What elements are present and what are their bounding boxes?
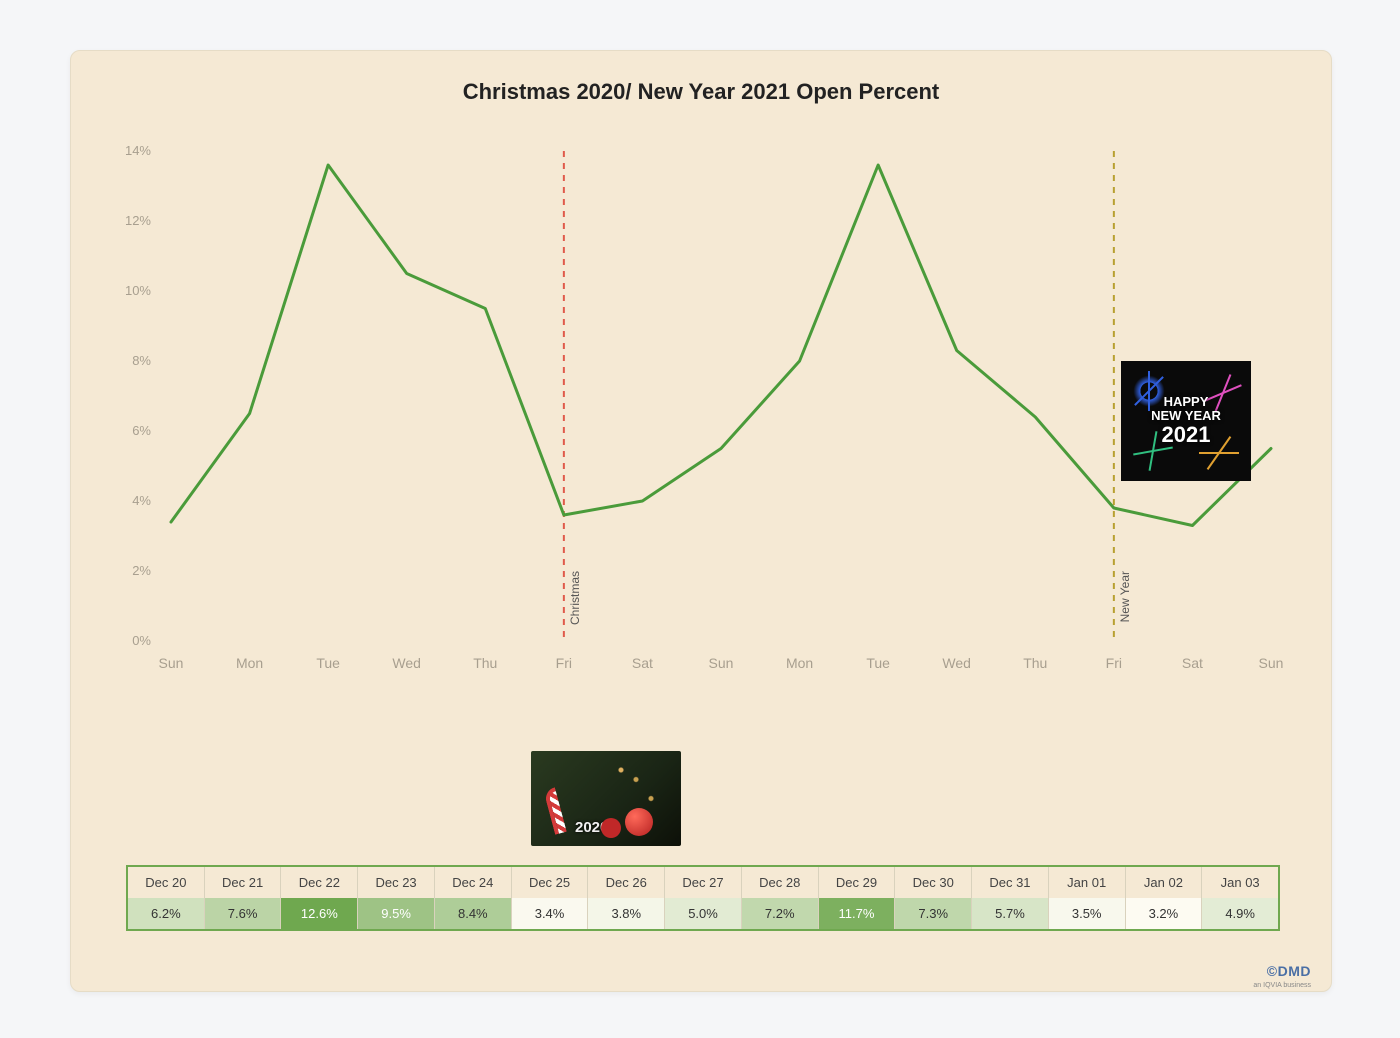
- brand-logo-sub: an IQVIA business: [1253, 982, 1311, 989]
- ny-year: 2021: [1151, 423, 1221, 447]
- table-value-cell: 7.6%: [205, 898, 282, 929]
- y-tick-label: 8%: [111, 353, 151, 368]
- table-header-row: Dec 20Dec 21Dec 22Dec 23Dec 24Dec 25Dec …: [128, 867, 1278, 898]
- table-header-cell: Dec 31: [972, 867, 1049, 898]
- table-header-cell: Dec 28: [742, 867, 819, 898]
- new-year-text: HAPPY NEW YEAR 2021: [1151, 395, 1221, 448]
- table-header-cell: Dec 29: [819, 867, 896, 898]
- x-tick-label: Thu: [1005, 655, 1065, 671]
- table-value-cell: 3.4%: [512, 898, 589, 929]
- x-tick-label: Wed: [927, 655, 987, 671]
- chart-title: Christmas 2020/ New Year 2021 Open Perce…: [71, 79, 1331, 105]
- table-header-cell: Jan 03: [1202, 867, 1278, 898]
- table-header-cell: Dec 23: [358, 867, 435, 898]
- x-tick-label: Tue: [298, 655, 358, 671]
- table-header-cell: Dec 30: [895, 867, 972, 898]
- table-value-cell: 4.9%: [1202, 898, 1278, 929]
- y-tick-label: 2%: [111, 563, 151, 578]
- y-tick-label: 10%: [111, 283, 151, 298]
- y-tick-label: 14%: [111, 143, 151, 158]
- table-header-cell: Dec 21: [205, 867, 282, 898]
- x-tick-label: Sat: [1162, 655, 1222, 671]
- table-value-cell: 6.2%: [128, 898, 205, 929]
- table-value-cell: 9.5%: [358, 898, 435, 929]
- table-header-cell: Jan 01: [1049, 867, 1126, 898]
- table-value-cell: 12.6%: [281, 898, 358, 929]
- chart-svg: [111, 141, 1291, 701]
- new-year-image: HAPPY NEW YEAR 2021: [1121, 361, 1251, 481]
- table-header-cell: Dec 22: [281, 867, 358, 898]
- ny-line1: HAPPY: [1151, 395, 1221, 409]
- table-value-cell: 5.0%: [665, 898, 742, 929]
- x-tick-label: Mon: [220, 655, 280, 671]
- data-table: Dec 20Dec 21Dec 22Dec 23Dec 24Dec 25Dec …: [126, 865, 1280, 931]
- y-tick-label: 4%: [111, 493, 151, 508]
- table-value-cell: 3.8%: [588, 898, 665, 929]
- x-tick-label: Wed: [377, 655, 437, 671]
- table-header-cell: Dec 24: [435, 867, 512, 898]
- y-tick-label: 6%: [111, 423, 151, 438]
- x-tick-label: Sun: [691, 655, 751, 671]
- table-header-cell: Dec 27: [665, 867, 742, 898]
- table-header-cell: Dec 20: [128, 867, 205, 898]
- y-tick-label: 0%: [111, 633, 151, 648]
- table-value-cell: 3.5%: [1049, 898, 1126, 929]
- table-value-cell: 3.2%: [1126, 898, 1203, 929]
- reference-line-label: New Year: [1118, 571, 1132, 622]
- christmas-year: 2020: [575, 819, 608, 836]
- x-tick-label: Sun: [1241, 655, 1301, 671]
- x-tick-label: Tue: [848, 655, 908, 671]
- x-tick-label: Mon: [770, 655, 830, 671]
- x-tick-label: Thu: [455, 655, 515, 671]
- table-header-cell: Jan 02: [1126, 867, 1203, 898]
- brand-logo: ©DMD: [1267, 963, 1311, 979]
- x-tick-label: Fri: [534, 655, 594, 671]
- line-chart: 0% 2% 4% 6% 8% 10% 12% 14% Sun Mon Tue Wed Thu Fri Sa…: [111, 141, 1291, 701]
- series-line: [171, 165, 1271, 526]
- table-value-cell: 7.3%: [895, 898, 972, 929]
- table-header-cell: Dec 25: [512, 867, 589, 898]
- table-value-row: 6.2%7.6%12.6%9.5%8.4%3.4%3.8%5.0%7.2%11.…: [128, 898, 1278, 929]
- christmas-image: 2020: [531, 751, 681, 846]
- table-value-cell: 11.7%: [819, 898, 896, 929]
- table-value-cell: 7.2%: [742, 898, 819, 929]
- table-value-cell: 8.4%: [435, 898, 512, 929]
- chart-card: Christmas 2020/ New Year 2021 Open Perce…: [70, 50, 1332, 992]
- table-value-cell: 5.7%: [972, 898, 1049, 929]
- x-tick-label: Fri: [1084, 655, 1144, 671]
- table-header-cell: Dec 26: [588, 867, 665, 898]
- reference-line-label: Christmas: [568, 571, 582, 625]
- y-tick-label: 12%: [111, 213, 151, 228]
- x-tick-label: Sat: [612, 655, 672, 671]
- x-tick-label: Sun: [141, 655, 201, 671]
